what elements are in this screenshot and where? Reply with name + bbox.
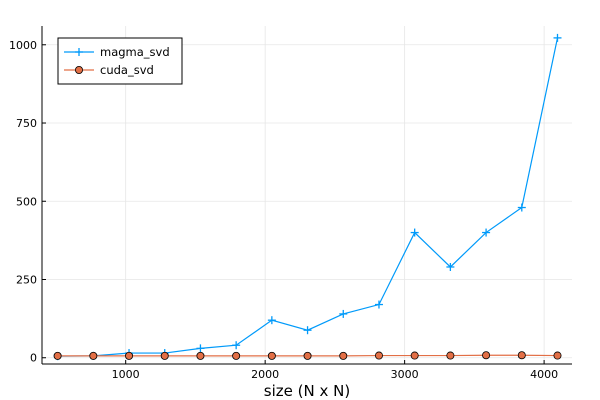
data-point-cuda_svd — [410, 351, 419, 360]
legend: magma_svd cuda_svd — [57, 37, 183, 85]
data-point-cuda_svd — [303, 351, 312, 360]
y-tick-label: 1000 — [9, 39, 37, 52]
data-point-magma_svd — [303, 326, 312, 335]
x-axis-title: size (N x N) — [264, 382, 350, 400]
data-point-cuda_svd — [232, 351, 241, 360]
data-point-magma_svd — [339, 309, 348, 318]
data-point-magma_svd — [196, 344, 205, 353]
data-point-magma_svd — [482, 228, 491, 237]
legend-item-magma_svd: magma_svd — [64, 45, 170, 59]
series — [53, 33, 562, 361]
y-tick-label: 750 — [16, 117, 37, 130]
legend-marker — [75, 66, 84, 75]
data-point-magma_svd — [446, 262, 455, 271]
legend-marker — [75, 48, 83, 56]
data-point-cuda_svd — [53, 351, 62, 360]
y-tick-label: 500 — [16, 195, 37, 208]
legend-label: cuda_svd — [100, 63, 154, 77]
series-cuda_svd — [53, 351, 562, 360]
series-line-magma_svd — [57, 37, 559, 357]
ticks: 1000 2000 3000 4000 0 250 500 750 1000 — [9, 39, 558, 381]
data-point-magma_svd — [267, 316, 276, 325]
y-tick-label: 250 — [16, 274, 37, 287]
data-point-cuda_svd — [553, 351, 562, 360]
data-point-magma_svd — [410, 228, 419, 237]
data-point-magma_svd — [374, 300, 383, 309]
legend-box — [57, 37, 183, 85]
data-point-magma_svd — [553, 33, 562, 42]
legend-label: magma_svd — [100, 45, 170, 59]
data-point-cuda_svd — [125, 351, 134, 360]
data-point-cuda_svd — [374, 351, 383, 360]
x-tick-label: 1000 — [112, 368, 140, 381]
x-tick-label: 2000 — [251, 368, 279, 381]
data-point-cuda_svd — [446, 351, 455, 360]
data-point-magma_svd — [517, 203, 526, 212]
y-tick-label: 0 — [30, 352, 37, 365]
data-point-cuda_svd — [196, 351, 205, 360]
data-point-cuda_svd — [267, 351, 276, 360]
data-point-magma_svd — [232, 341, 241, 350]
data-point-cuda_svd — [160, 351, 169, 360]
data-point-cuda_svd — [517, 351, 526, 360]
legend-item-cuda_svd: cuda_svd — [64, 63, 154, 77]
data-point-cuda_svd — [339, 351, 348, 360]
x-tick-label: 3000 — [391, 368, 419, 381]
data-point-cuda_svd — [89, 351, 98, 360]
x-tick-label: 4000 — [530, 368, 558, 381]
data-point-cuda_svd — [482, 351, 491, 360]
axes — [41, 26, 572, 365]
